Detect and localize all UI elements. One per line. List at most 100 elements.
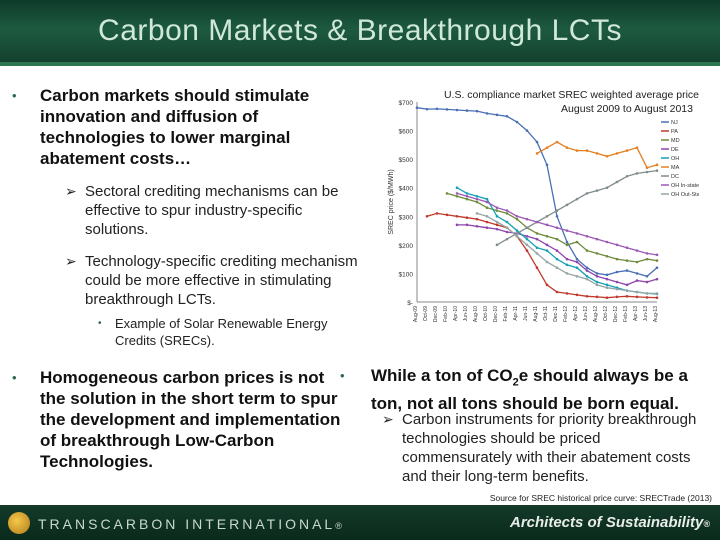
x-tick-label: Apr-12 xyxy=(573,306,579,321)
data-point xyxy=(485,197,489,201)
data-point xyxy=(625,289,629,292)
data-point xyxy=(465,109,469,112)
data-point xyxy=(575,149,579,152)
data-point xyxy=(485,112,489,115)
data-point xyxy=(575,260,579,264)
x-tick-label: Aug-12 xyxy=(593,306,599,322)
data-point xyxy=(555,226,559,230)
series-line xyxy=(456,187,658,295)
data-point xyxy=(575,266,579,270)
data-point xyxy=(555,214,559,218)
brand-registered-mark: ® xyxy=(335,521,342,531)
data-point xyxy=(505,230,509,234)
data-point xyxy=(575,293,579,297)
data-point xyxy=(615,280,619,284)
data-point xyxy=(455,192,459,195)
data-point xyxy=(495,214,499,218)
legend-label: PA xyxy=(671,129,678,135)
sub-bullet-sectoral: Sectoral crediting mechanisms can be eff… xyxy=(85,183,339,238)
bullet-dot-icon: • xyxy=(12,370,17,385)
data-point xyxy=(545,163,549,167)
data-point xyxy=(545,146,549,150)
data-point xyxy=(555,249,559,252)
data-point xyxy=(605,286,609,290)
srec-price-chart: U.S. compliance market SREC weighted ave… xyxy=(383,82,699,340)
y-tick-label: $300 xyxy=(399,214,414,221)
series-line xyxy=(536,141,658,169)
data-point xyxy=(655,259,659,262)
data-point xyxy=(585,269,589,272)
data-point xyxy=(485,214,489,218)
bullet-ton-equal: While a ton of CO2e should always be a t… xyxy=(371,365,711,414)
data-point xyxy=(565,263,569,267)
chart-canvas: $700 $600 $500 $400 $300 $200 $100 $- SREC price… xyxy=(388,100,699,322)
data-point xyxy=(515,217,519,221)
data-point xyxy=(575,197,579,201)
legend-label: OH Out-State xyxy=(671,192,699,198)
data-point xyxy=(505,220,509,224)
arrow-bullet-icon: ➢ xyxy=(65,183,77,199)
data-point xyxy=(515,120,519,124)
x-tick-label: Feb-10 xyxy=(443,306,449,322)
data-point xyxy=(425,214,429,218)
chart-title: U.S. compliance market SREC weighted ave… xyxy=(383,88,699,116)
data-point xyxy=(445,108,449,111)
data-point xyxy=(585,234,589,238)
data-point xyxy=(465,194,469,198)
x-tick-label: Feb-11 xyxy=(503,306,509,322)
ton-suffix: e should always be a ton, not all tons s… xyxy=(371,366,688,414)
data-point xyxy=(455,194,459,198)
data-point xyxy=(565,240,569,244)
data-point xyxy=(645,257,649,261)
y-axis-label: SREC price ($/MWh) xyxy=(388,169,395,234)
data-point xyxy=(455,214,459,218)
data-point xyxy=(545,234,549,238)
x-tick-label: Jun-13 xyxy=(643,306,649,322)
data-point xyxy=(605,154,609,158)
slide-header: Carbon Markets & Breakthrough LCTs xyxy=(0,0,720,66)
data-point xyxy=(585,149,589,152)
arrow-bullet-icon: ➢ xyxy=(382,411,394,427)
data-point xyxy=(595,283,599,287)
data-point xyxy=(635,279,639,282)
data-point xyxy=(545,214,549,218)
data-point xyxy=(615,270,619,274)
data-point xyxy=(595,252,599,255)
data-point xyxy=(615,180,619,184)
data-point xyxy=(485,226,489,230)
data-point xyxy=(635,172,639,175)
data-point xyxy=(595,280,599,284)
data-point xyxy=(635,272,639,275)
data-point xyxy=(575,240,579,244)
legend-label: MA xyxy=(671,165,680,171)
data-point xyxy=(605,240,609,244)
data-point xyxy=(495,113,499,117)
data-point xyxy=(565,257,569,261)
data-point xyxy=(585,192,589,195)
data-point xyxy=(585,249,589,252)
data-point xyxy=(455,223,459,227)
data-point xyxy=(555,209,559,212)
y-tick-label: $200 xyxy=(399,243,414,250)
x-tick-label: Dec-10 xyxy=(493,306,499,322)
x-tick-label: Aug-09 xyxy=(413,306,419,322)
data-point xyxy=(645,274,649,278)
legend-label: NJ xyxy=(671,120,678,126)
x-tick-label: Feb-12 xyxy=(563,306,569,322)
data-point xyxy=(635,146,639,150)
data-point xyxy=(495,227,499,231)
company-tagline: Architects of Sustainability® xyxy=(510,514,710,531)
data-point xyxy=(655,253,659,257)
data-point xyxy=(625,246,629,250)
data-point xyxy=(555,140,559,144)
data-point xyxy=(625,269,629,272)
data-point xyxy=(605,186,609,190)
sub-bullet-technology: Technology-specific crediting mechanism … xyxy=(85,253,358,308)
y-tick-label: $100 xyxy=(399,271,414,278)
data-point xyxy=(525,243,529,247)
bullet-dot-icon: • xyxy=(12,88,17,103)
data-point xyxy=(595,237,599,241)
data-point xyxy=(555,290,559,294)
data-point xyxy=(565,292,569,295)
data-point xyxy=(655,163,659,167)
